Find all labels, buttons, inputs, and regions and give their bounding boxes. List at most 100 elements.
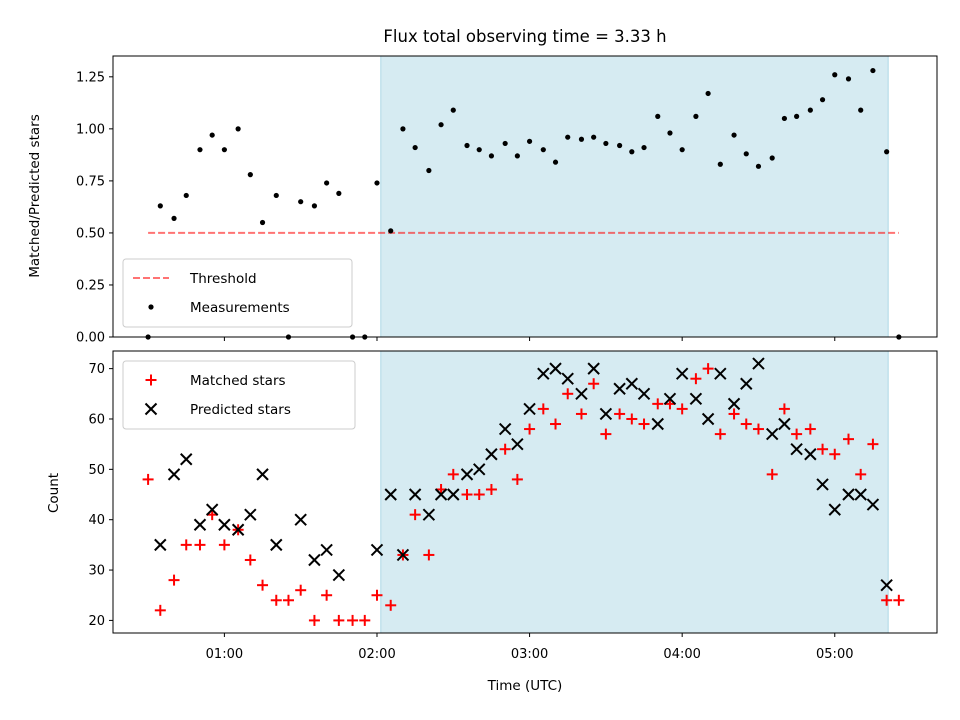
matched-star-point [423,549,435,561]
predicted-star-point [511,437,524,451]
count-panel: 20 30 40 50 60 70 01:00 02:00 03:00 04:00 05:00 Mat… [88,350,938,662]
matched-star-point [855,468,867,480]
measurement-point [641,144,647,151]
matched-star-point [778,403,790,415]
predicted-star-point [816,478,829,491]
matched-star-point [537,403,549,415]
predicted-star-point [193,518,207,531]
x-tick-label: 02:00 [358,647,395,662]
matched-star-point [752,423,764,435]
top-y-axis-label: Matched/Predicted stars [27,114,43,277]
matched-star-point [168,574,180,586]
legend-label: Threshold [189,271,257,287]
measurement-point [552,159,559,165]
observing-interval-band [380,56,889,337]
matched-star-point [145,374,157,386]
measurement-point [858,107,864,113]
matched-star-point [499,443,511,455]
predicted-star-point [561,372,574,385]
predicted-star-point [880,578,893,592]
matched-star-point [154,604,166,616]
predicted-star-point [422,508,436,521]
measurement-point [870,67,876,74]
measurement-point [426,167,432,174]
predicted-star-point [740,377,753,390]
matched-star-point [473,489,485,501]
matched-star-point [218,539,230,551]
predicted-star-point [231,523,245,536]
matched-star-point [461,489,473,501]
measurement-point [464,142,470,149]
measurement-point [324,180,330,186]
y-tick-label: 0.75 [76,174,105,189]
matched-star-point [244,554,256,566]
predicted-star-point [144,402,158,416]
matched-star-point [308,614,320,626]
ratio-panel: 0.00 0.25 0.50 0.75 1.00 1.25 Threshold Measure… [76,55,938,346]
bottom-y-axis-label: Count [46,473,62,513]
predicted-star-point [765,427,779,441]
predicted-star-point [778,417,791,431]
measurement-point [884,149,890,155]
matched-star-point [295,584,307,596]
predicted-star-point [308,553,321,567]
matched-star-point [600,428,612,440]
observing-interval-band [380,351,889,633]
measurement-point [565,134,571,140]
matched-star-point [371,589,383,601]
predicted-star-point [167,468,181,481]
measurement-point [591,134,597,140]
measurement-point [438,122,444,128]
predicted-star-point [804,448,817,461]
measurement-point [781,115,788,122]
measurement-point [400,126,406,132]
measurement-point [819,97,826,103]
predicted-star-point [332,568,346,582]
predicted-star-point [434,488,448,501]
x-axis-label: Time (UTC) [487,678,563,694]
matched-star-point [385,599,397,611]
matched-star-point [791,428,803,440]
predicted-star-point [218,518,231,531]
plot-area [380,351,889,633]
predicted-star-point [842,488,855,501]
predicted-star-point [205,503,219,516]
predicted-star-point [599,407,613,421]
y-tick-label: 0.00 [76,331,105,346]
matched-star-point [282,594,294,606]
measurement-point [221,147,227,153]
predicted-star-point [154,538,167,552]
axes-frame [112,350,938,634]
matched-star-point [270,594,282,606]
measurement-point [769,155,775,161]
matched-star-point [485,483,497,495]
matched-star-point [447,468,459,480]
measurement-point [667,130,673,136]
y-tick-label: 30 [88,564,105,579]
matched-star-point [347,614,359,626]
predicted-star-point [485,448,498,461]
predicted-star-point [651,417,664,431]
y-tick-label: 0.25 [76,278,105,293]
predicted-star-point [828,503,841,516]
y-tick-label: 60 [88,412,105,427]
y-tick-label: 1.25 [76,70,105,85]
matched-star-point [690,373,702,385]
matched-star-point [321,589,333,601]
measurement-point [705,90,711,97]
matched-star-point [740,418,752,430]
predicted-star-point [790,442,803,456]
measurement-point [679,147,685,153]
measurement-point [247,172,253,178]
predicted-star-point [613,382,626,395]
matched-star-point [194,539,206,551]
matched-star-point [575,408,587,420]
measurement-point [514,153,520,159]
measurement-point [832,72,838,78]
predicted-star-point [714,367,727,380]
y-tick-label: 0.50 [76,226,105,241]
predicted-star-point [625,377,639,390]
measurement-point [388,228,394,234]
y-tick-label: 1.00 [76,122,105,137]
